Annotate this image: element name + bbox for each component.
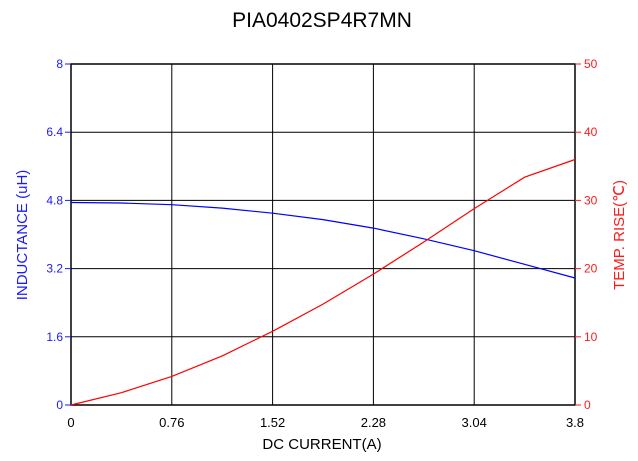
y-axis-left-label: INDUCTANCE (uH) — [14, 170, 31, 301]
y-right-tick-label: 40 — [584, 125, 598, 139]
x-tick-label: 0.76 — [159, 415, 184, 430]
y-left-tick-label: 1.6 — [46, 330, 63, 344]
y-left-tick-label: 0 — [56, 398, 63, 412]
y-right-tick-label: 0 — [584, 398, 591, 412]
x-tick-label: 2.28 — [361, 415, 386, 430]
grid — [70, 63, 576, 406]
y-right-tick-label: 30 — [584, 193, 598, 207]
temp-rise-line — [70, 158, 576, 406]
x-tick-label: 1.52 — [260, 415, 285, 430]
series-layer — [70, 158, 576, 406]
y-right-tick-label: 10 — [584, 330, 598, 344]
y-left-tick-label: 3.2 — [46, 262, 63, 276]
y-left-tick-label: 4.8 — [46, 193, 63, 207]
x-tick-label: 3.04 — [462, 415, 487, 430]
x-tick-label: 3.8 — [566, 415, 584, 430]
x-axis-label: DC CURRENT(A) — [262, 436, 381, 453]
chart-title: PIA0402SP4R7MN — [232, 9, 412, 32]
y-left-tick-label: 6.4 — [46, 125, 63, 139]
y-right-tick-label: 50 — [584, 57, 598, 71]
y-right-tick-label: 20 — [584, 262, 598, 276]
y-axis-right-label: TEMP. RISE(℃) — [611, 180, 628, 290]
inductance-line — [70, 201, 576, 279]
plot-frame — [70, 63, 576, 406]
ticks: 0 0.76 1.52 2.28 3.04 3.801.63.24.86.48010203… — [46, 57, 597, 430]
x-tick-label: 0 — [67, 415, 74, 430]
y-left-tick-label: 8 — [56, 57, 63, 71]
